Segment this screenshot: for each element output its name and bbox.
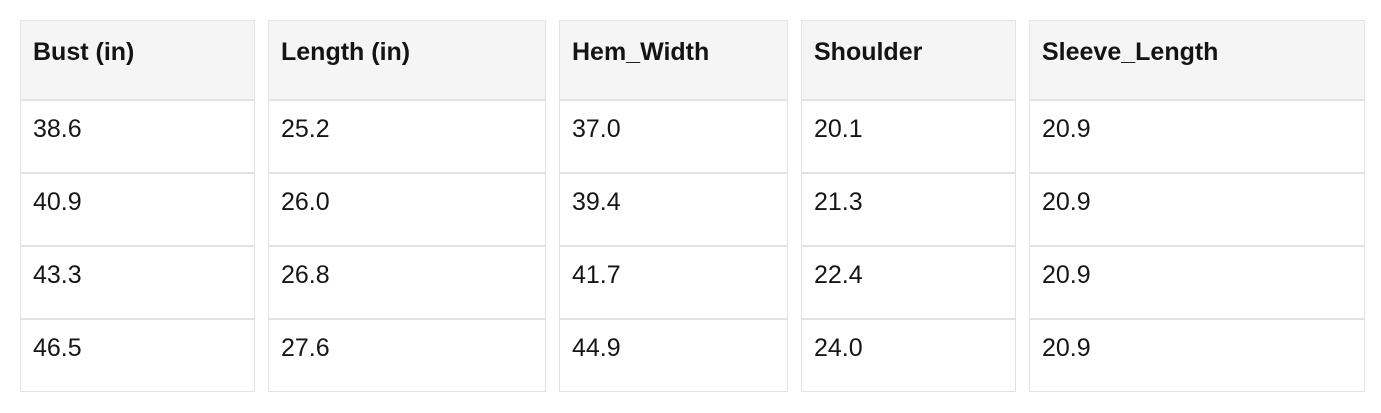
cell-shoulder: 21.3 bbox=[801, 173, 1016, 246]
cell-length: 26.8 bbox=[268, 246, 546, 319]
size-chart-table: Bust (in) Length (in) Hem_Width Shoulder… bbox=[7, 20, 1378, 392]
column-header-hem-width: Hem_Width bbox=[559, 20, 788, 100]
table-row: 40.9 26.0 39.4 21.3 20.9 bbox=[20, 173, 1365, 246]
cell-hem-width: 39.4 bbox=[559, 173, 788, 246]
column-header-length: Length (in) bbox=[268, 20, 546, 100]
cell-bust: 46.5 bbox=[20, 319, 255, 392]
header-row: Bust (in) Length (in) Hem_Width Shoulder… bbox=[20, 20, 1365, 100]
cell-hem-width: 44.9 bbox=[559, 319, 788, 392]
table-row: 43.3 26.8 41.7 22.4 20.9 bbox=[20, 246, 1365, 319]
cell-shoulder: 22.4 bbox=[801, 246, 1016, 319]
cell-bust: 38.6 bbox=[20, 100, 255, 173]
table-header: Bust (in) Length (in) Hem_Width Shoulder… bbox=[20, 20, 1365, 100]
cell-bust: 40.9 bbox=[20, 173, 255, 246]
column-header-shoulder: Shoulder bbox=[801, 20, 1016, 100]
cell-length: 25.2 bbox=[268, 100, 546, 173]
cell-sleeve-length: 20.9 bbox=[1029, 100, 1365, 173]
cell-hem-width: 41.7 bbox=[559, 246, 788, 319]
cell-shoulder: 20.1 bbox=[801, 100, 1016, 173]
cell-shoulder: 24.0 bbox=[801, 319, 1016, 392]
cell-bust: 43.3 bbox=[20, 246, 255, 319]
cell-sleeve-length: 20.9 bbox=[1029, 173, 1365, 246]
cell-sleeve-length: 20.9 bbox=[1029, 246, 1365, 319]
cell-length: 27.6 bbox=[268, 319, 546, 392]
cell-length: 26.0 bbox=[268, 173, 546, 246]
size-chart-container: Bust (in) Length (in) Hem_Width Shoulder… bbox=[7, 20, 1378, 392]
table-row: 38.6 25.2 37.0 20.1 20.9 bbox=[20, 100, 1365, 173]
column-header-sleeve-length: Sleeve_Length bbox=[1029, 20, 1365, 100]
table-row: 46.5 27.6 44.9 24.0 20.9 bbox=[20, 319, 1365, 392]
table-body: 38.6 25.2 37.0 20.1 20.9 40.9 26.0 39.4 … bbox=[20, 100, 1365, 392]
column-header-bust: Bust (in) bbox=[20, 20, 255, 100]
cell-sleeve-length: 20.9 bbox=[1029, 319, 1365, 392]
cell-hem-width: 37.0 bbox=[559, 100, 788, 173]
